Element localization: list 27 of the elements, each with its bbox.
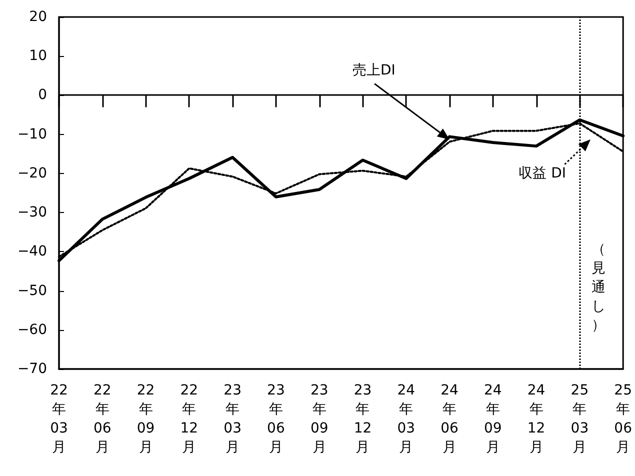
x-tick-label: 23年06月 xyxy=(267,382,285,456)
y-tick-label: −10 xyxy=(17,126,47,142)
x-tick-label: 24年06月 xyxy=(440,382,459,456)
y-tick-label: −30 xyxy=(17,204,47,221)
y-tick-label: 20 xyxy=(29,9,47,25)
x-tick-label: 22年03月 xyxy=(50,382,68,456)
x-tick-label: 22年12月 xyxy=(180,382,198,456)
x-tick-label: 25年06月 xyxy=(614,382,632,456)
y-tick-label: −50 xyxy=(17,282,47,299)
x-tick-label: 24年09月 xyxy=(484,382,502,456)
x-tick-label: 22年09月 xyxy=(136,382,155,456)
y-tick-label: 0 xyxy=(38,87,47,104)
y-tick-label: −20 xyxy=(17,165,47,182)
legend-label: 収益 DI xyxy=(518,165,566,182)
x-tick-label: 23年03月 xyxy=(224,382,242,456)
x-tick-label: 25年03月 xyxy=(570,382,589,456)
ref-line-label: （見通し） xyxy=(592,242,606,334)
x-tick-label: 24年03月 xyxy=(397,382,416,456)
text: 売上DI xyxy=(352,62,396,79)
x-tick-label: 22年06月 xyxy=(93,382,112,456)
y-tick-label: −70 xyxy=(17,361,47,377)
x-tick-label: 23年09月 xyxy=(310,382,328,456)
y-tick-label: −60 xyxy=(17,322,47,338)
y-tick-label: −40 xyxy=(17,244,47,260)
x-tick-label: 23年12月 xyxy=(354,382,372,456)
x-tick-label: 24年12月 xyxy=(527,382,546,456)
y-tick-label: 10 xyxy=(29,48,47,64)
